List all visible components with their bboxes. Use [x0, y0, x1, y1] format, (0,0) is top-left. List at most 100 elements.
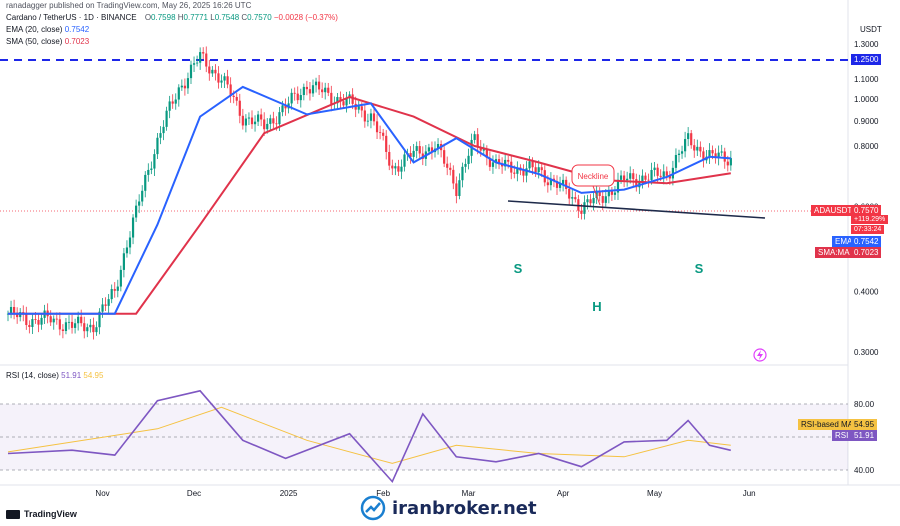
- candle-body[interactable]: [369, 113, 373, 121]
- candle-body[interactable]: [363, 110, 366, 122]
- ema-line[interactable]: [8, 85, 731, 315]
- tradingview-brand[interactable]: TradingView: [6, 509, 77, 519]
- candle-body[interactable]: [49, 316, 52, 323]
- candle-body[interactable]: [562, 179, 565, 184]
- candle-body[interactable]: [375, 121, 379, 133]
- candle-body[interactable]: [385, 135, 388, 152]
- ema-value-tag[interactable]: 0.7542: [851, 236, 882, 247]
- candle-body[interactable]: [342, 101, 345, 106]
- candle-body[interactable]: [31, 319, 34, 328]
- candle-body[interactable]: [693, 145, 696, 151]
- candle-body[interactable]: [644, 175, 647, 180]
- candle-body[interactable]: [418, 146, 421, 154]
- candle-body[interactable]: [296, 93, 299, 101]
- candle-body[interactable]: [473, 134, 476, 140]
- candle-body[interactable]: [507, 159, 510, 162]
- candle-body[interactable]: [400, 166, 403, 172]
- candle-body[interactable]: [449, 167, 452, 170]
- candle-body[interactable]: [412, 150, 415, 157]
- candle-body[interactable]: [305, 86, 308, 90]
- candle-body[interactable]: [208, 66, 211, 74]
- candle-body[interactable]: [67, 321, 71, 323]
- candle-body[interactable]: [665, 171, 668, 176]
- candle-body[interactable]: [263, 119, 266, 130]
- rsi-axis[interactable]: 80.00 40.00: [854, 400, 875, 475]
- candle-body[interactable]: [311, 85, 315, 94]
- neckline-line[interactable]: [507, 200, 766, 219]
- candle-body[interactable]: [302, 86, 305, 96]
- candle-body[interactable]: [488, 157, 491, 167]
- candle-body[interactable]: [98, 311, 101, 328]
- candle-body[interactable]: [321, 89, 324, 93]
- candle-body[interactable]: [77, 316, 80, 324]
- candle-body[interactable]: [55, 318, 58, 320]
- candle-body[interactable]: [525, 168, 528, 176]
- candle-body[interactable]: [141, 190, 144, 202]
- price-tag[interactable]: 0.7570: [851, 205, 882, 216]
- candle-body[interactable]: [403, 154, 406, 167]
- candle-body[interactable]: [28, 325, 31, 328]
- candle-body[interactable]: [491, 162, 495, 167]
- candle-body[interactable]: [257, 114, 260, 122]
- candle-body[interactable]: [25, 313, 28, 326]
- candle-body[interactable]: [223, 76, 226, 81]
- candle-body[interactable]: [217, 73, 220, 83]
- candle-body[interactable]: [74, 323, 77, 328]
- candle-body[interactable]: [647, 179, 650, 181]
- candle-body[interactable]: [192, 63, 196, 65]
- candle-body[interactable]: [107, 299, 110, 306]
- symbol-title[interactable]: Cardano / TetherUS · 1D · BINANCE: [6, 13, 137, 22]
- candle-body[interactable]: [522, 170, 525, 176]
- candle-body[interactable]: [241, 115, 244, 126]
- candle-body[interactable]: [92, 324, 95, 333]
- candle-body[interactable]: [702, 151, 705, 161]
- candle-body[interactable]: [314, 81, 318, 86]
- candle-body[interactable]: [327, 87, 330, 93]
- candle-body[interactable]: [250, 117, 254, 125]
- candle-body[interactable]: [308, 89, 312, 94]
- rsi-value-tag[interactable]: 51.91: [851, 430, 878, 441]
- candle-body[interactable]: [125, 247, 129, 254]
- candle-body[interactable]: [711, 150, 714, 154]
- candle-body[interactable]: [717, 152, 720, 159]
- candle-body[interactable]: [379, 132, 382, 134]
- candle-body[interactable]: [616, 179, 620, 193]
- candle-body[interactable]: [229, 84, 232, 96]
- candle-body[interactable]: [339, 97, 342, 102]
- candle-body[interactable]: [531, 161, 534, 168]
- candle-body[interactable]: [714, 153, 717, 159]
- candle-body[interactable]: [52, 318, 55, 323]
- candle-body[interactable]: [183, 85, 186, 89]
- candle-body[interactable]: [528, 161, 531, 169]
- candle-body[interactable]: [549, 178, 552, 186]
- candle-body[interactable]: [623, 175, 626, 181]
- candle-body[interactable]: [540, 167, 543, 171]
- ema-tag[interactable]: EMA: [832, 236, 856, 247]
- candle-body[interactable]: [382, 132, 385, 136]
- candle-body[interactable]: [497, 159, 501, 165]
- candle-body[interactable]: [568, 188, 571, 199]
- sma-value-tag[interactable]: 0.7023: [851, 247, 882, 258]
- candle-body[interactable]: [604, 196, 607, 203]
- sma-tag[interactable]: SMA:MA: [815, 247, 853, 258]
- candle-body[interactable]: [180, 85, 183, 88]
- candle-body[interactable]: [253, 121, 257, 125]
- candle-body[interactable]: [571, 197, 574, 199]
- candle-body[interactable]: [205, 53, 208, 67]
- candle-body[interactable]: [13, 306, 16, 313]
- candle-body[interactable]: [211, 69, 214, 74]
- rsi-legend[interactable]: RSI (14, close) 51.91 54.95: [6, 371, 103, 380]
- candle-body[interactable]: [388, 151, 391, 166]
- candle-body[interactable]: [708, 150, 711, 157]
- candle-body[interactable]: [534, 167, 537, 173]
- candle-body[interactable]: [592, 197, 595, 204]
- candle-body[interactable]: [595, 190, 598, 198]
- candle-body[interactable]: [9, 306, 13, 314]
- candle-body[interactable]: [171, 101, 174, 104]
- candle-body[interactable]: [351, 94, 354, 104]
- candle-body[interactable]: [330, 92, 333, 105]
- candle-body[interactable]: [394, 166, 397, 169]
- candle-body[interactable]: [699, 146, 702, 152]
- candle-body[interactable]: [40, 317, 43, 325]
